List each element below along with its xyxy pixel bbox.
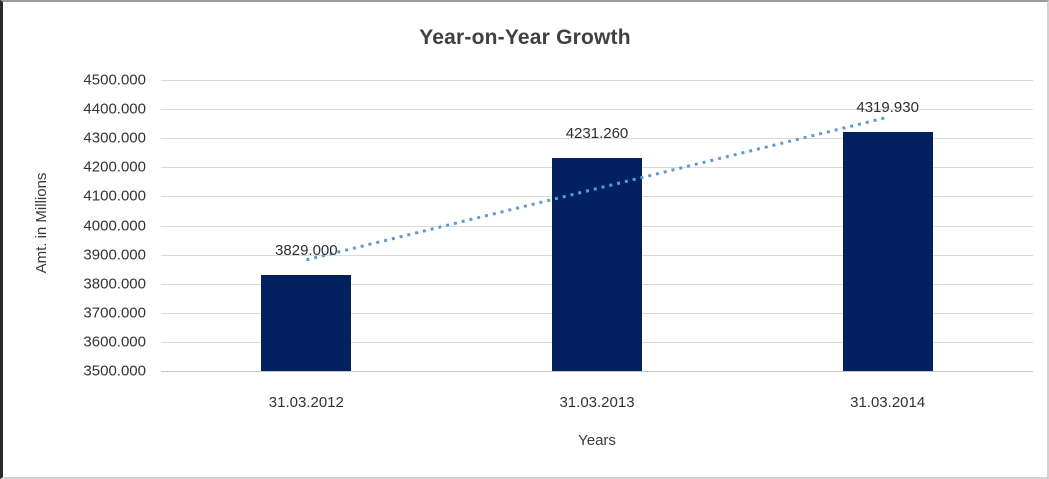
chart-title: Year-on-Year Growth [419,26,631,49]
x-tick-label: 31.03.2012 [268,394,344,411]
y-tick-label: 3500.000 [83,362,146,380]
y-tick-label: 3700.000 [83,304,146,322]
bar-data-label: 4319.930 [856,99,919,117]
y-tick-label: 4400.000 [83,100,146,118]
y-tick-label: 3900.000 [83,246,146,264]
gridline [161,109,1033,111]
x-axis-title: Years [578,432,616,449]
y-tick-label: 3800.000 [83,275,146,293]
y-tick-label: 4200.000 [83,158,146,176]
y-axis-title-text: Amt. in Millions [33,172,50,274]
bar-31.03.2014 [842,132,933,371]
gridline [161,80,1033,81]
plot-area [161,80,1033,372]
bar-data-label: 3829.000 [275,242,338,260]
y-tick-label: 4100.000 [83,187,146,205]
x-tick-label: 31.03.2014 [850,394,926,411]
y-tick-label: 4000.000 [83,217,146,234]
y-tick-label: 4300.000 [83,129,146,147]
y-tick-label: 3600.000 [83,333,146,351]
bar-data-label: 4231.260 [565,125,629,143]
bar-31.03.2013 [552,158,642,371]
bar-31.03.2012 [261,275,352,371]
x-axis-line [161,371,1033,372]
y-tick-label: 4500.000 [83,71,146,89]
x-tick-label: 31.03.2013 [559,394,635,411]
